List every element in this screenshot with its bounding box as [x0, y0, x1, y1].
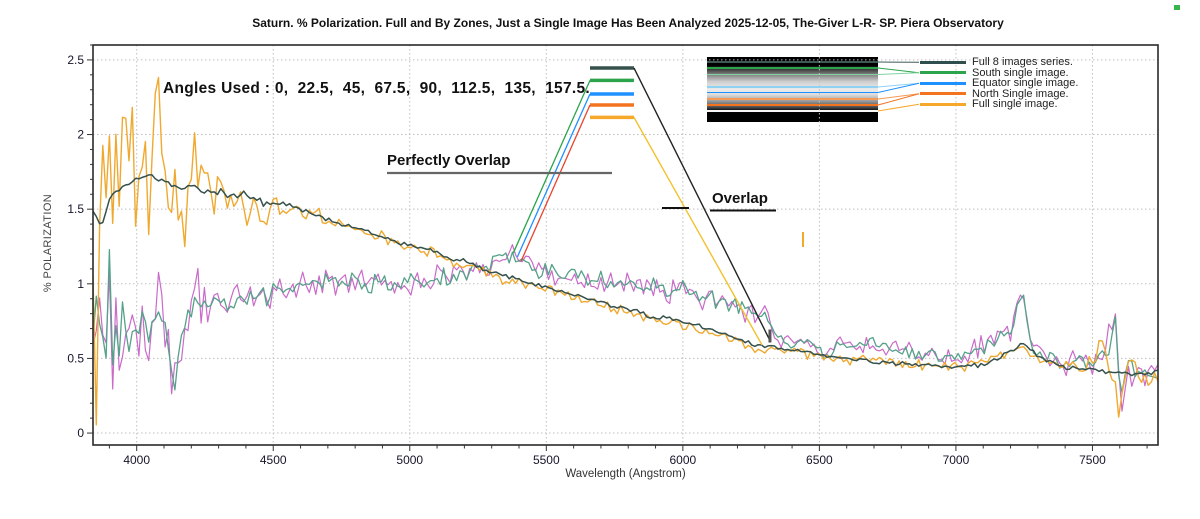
- x-tick-label: 4000: [123, 453, 150, 467]
- legend-label: Equator single image.: [972, 77, 1079, 89]
- x-tick-label: 4500: [260, 453, 287, 467]
- inset-zone-line: [707, 104, 878, 106]
- gridlines: [93, 45, 1158, 445]
- inset-zone-line: [707, 73, 878, 76]
- inset-zone-line: [707, 86, 878, 88]
- legend-item: South single image.: [920, 66, 1078, 79]
- inset-legend-connector: [877, 67, 920, 74]
- saturn-spectrum-inset-image: [707, 57, 878, 122]
- callout-leader: [516, 93, 591, 258]
- series-zones-fringe: [93, 244, 1158, 412]
- x-tick-label: 6500: [806, 453, 833, 467]
- data-series: [93, 76, 1158, 426]
- inset-legend-connector: [877, 82, 920, 93]
- callout-roof-line: [633, 67, 771, 341]
- x-tick-label: 5000: [396, 453, 423, 467]
- corner-green-mark: [1174, 5, 1180, 10]
- y-tick-label: 0.5: [67, 351, 84, 365]
- y-tick-label: 2: [77, 128, 84, 142]
- legend-item: Full 8 images series.: [920, 57, 1078, 68]
- inset-legend-connector: [877, 93, 920, 106]
- legend-label: North Single image.: [972, 87, 1069, 100]
- inset-legend-connector: [877, 103, 920, 112]
- inset-zone-line: [707, 110, 878, 112]
- legend-item: Equator single image.: [920, 78, 1078, 89]
- x-tick-label: 5500: [533, 453, 560, 467]
- y-tick-label: 0: [77, 426, 84, 440]
- chart-title: Saturn. % Polarization. Full and By Zone…: [252, 16, 1004, 30]
- legend-swatch-north-single: [920, 92, 966, 96]
- perfectly-overlap-annotation: Perfectly Overlap: [387, 152, 511, 169]
- inset-zone-line: [707, 67, 878, 69]
- legend-swatch-equator-single: [920, 81, 966, 85]
- series-zones-blend: [93, 248, 1158, 394]
- inset-legend-connector: [877, 82, 920, 88]
- callout-leader: [520, 104, 591, 262]
- y-tick-label: 1: [77, 277, 84, 291]
- callout-arrow-end: [768, 329, 772, 343]
- callout-annotation: [512, 66, 772, 346]
- inset-legend-connector: [877, 93, 920, 100]
- legend-label: South single image.: [972, 66, 1069, 79]
- legend-item: North Single image.: [920, 87, 1078, 100]
- y-axis-label: % POLARIZATION: [42, 193, 54, 293]
- x-tick-label: 7500: [1079, 453, 1106, 467]
- legend-label: Full single image.: [972, 98, 1058, 110]
- legend: Full 8 images series. South single image…: [920, 57, 1078, 110]
- callout-drop-line: [633, 117, 763, 346]
- x-axis-label: Wavelength (Angstrom): [565, 468, 686, 480]
- legend-swatch-south-single: [920, 71, 966, 75]
- tick-labels: 4000 4500 5000 5500 6000 6500 7000 7500 0 0.5 1 1.5…: [67, 53, 1106, 467]
- inset-legend-connector: [877, 72, 920, 75]
- series-full-single-image: [93, 76, 1158, 426]
- plot-border: [92, 44, 1159, 446]
- inset-zone-line: [707, 61, 878, 63]
- legend-label: Full 8 images series.: [972, 56, 1073, 68]
- legend-item: Full single image.: [920, 99, 1078, 110]
- overlap-annotation: Overlap: [712, 190, 768, 207]
- inset-zone-line: [707, 98, 878, 100]
- x-tick-label: 6000: [669, 453, 696, 467]
- axis-ticks: [87, 44, 1148, 451]
- inset-zone-line: [707, 91, 878, 94]
- callout-leader: [512, 80, 591, 254]
- legend-swatch-full-8-images: [920, 60, 966, 64]
- angles-used-annotation: Angles Used : 0, 22.5, 45, 67.5, 90, 112…: [163, 80, 591, 97]
- y-tick-label: 1.5: [67, 202, 84, 216]
- legend-swatch-full-single: [920, 102, 966, 106]
- y-tick-label: 2.5: [67, 53, 84, 67]
- series-full-8-images-series: [93, 174, 1158, 377]
- x-tick-label: 7000: [943, 453, 970, 467]
